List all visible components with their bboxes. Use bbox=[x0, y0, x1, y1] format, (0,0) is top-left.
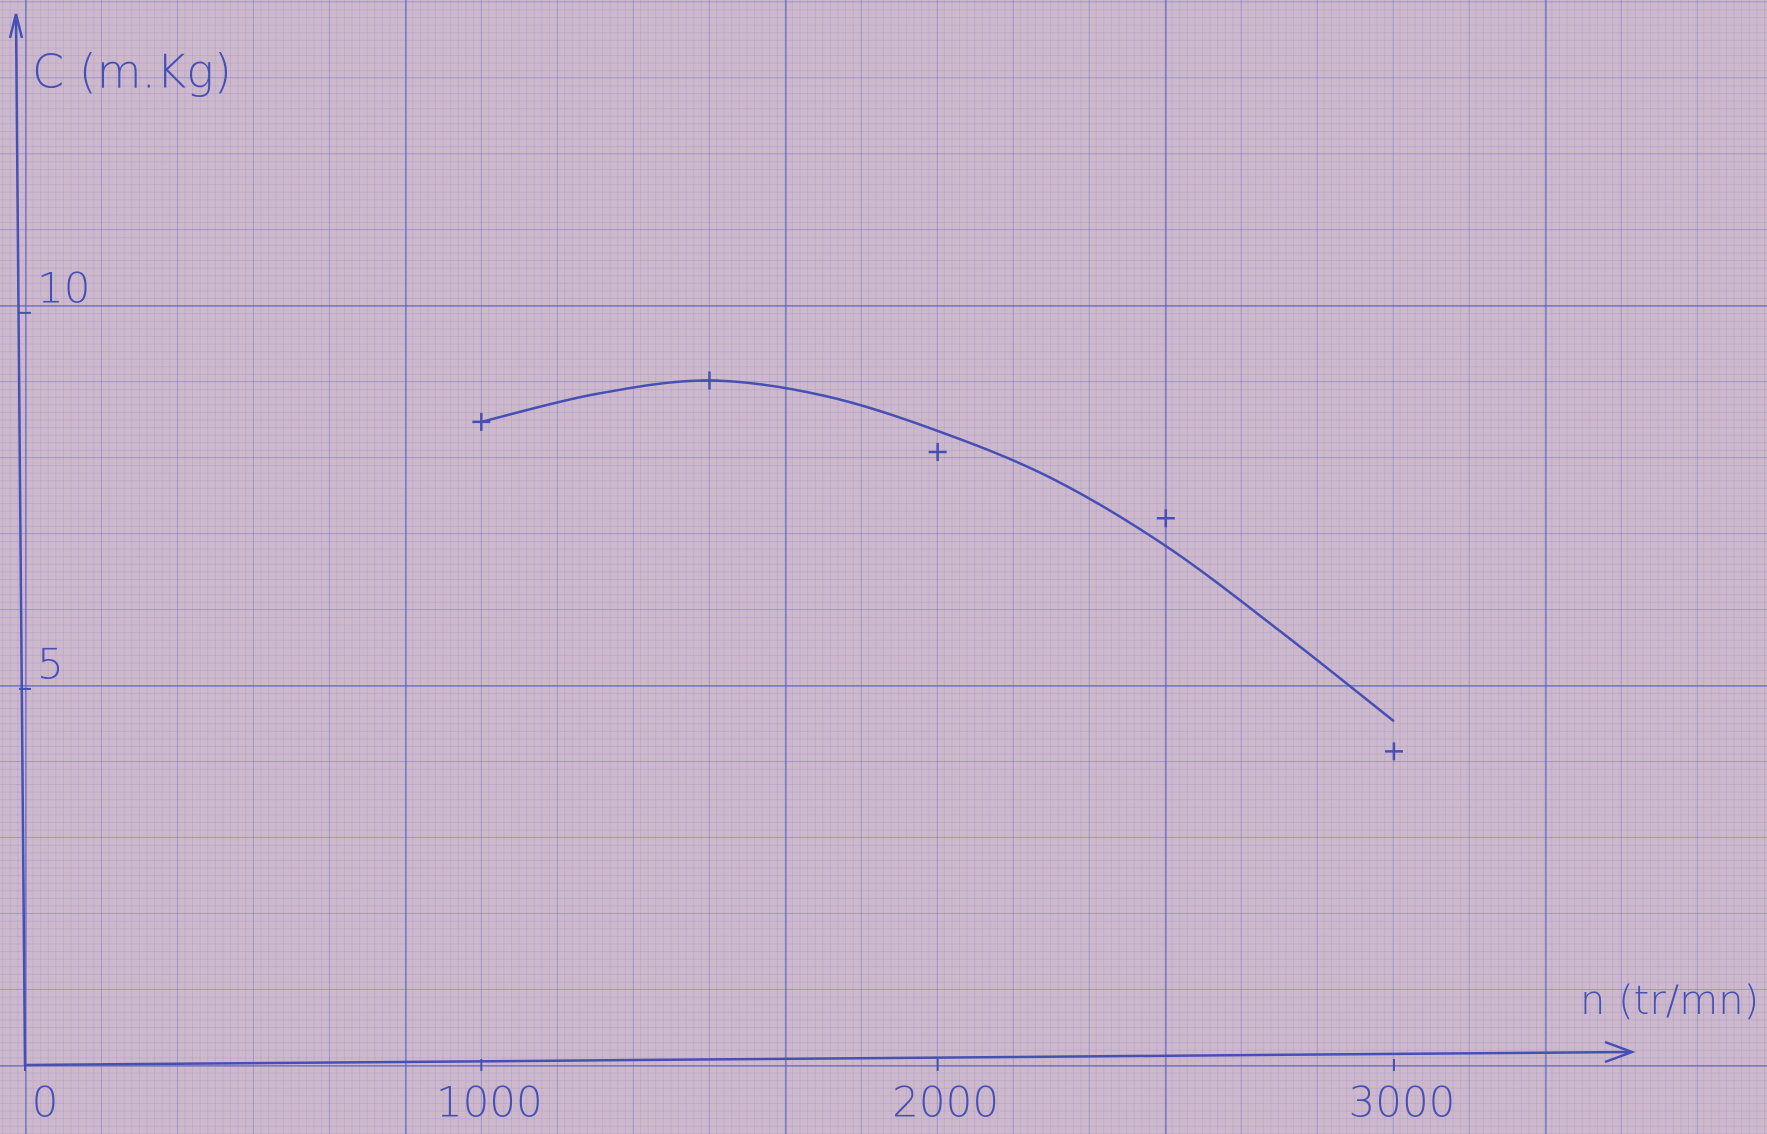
x-tick-label: 1000 bbox=[436, 1078, 543, 1127]
x-axis-label: n (tr/mn) bbox=[1580, 978, 1759, 1024]
point-marker bbox=[929, 443, 947, 461]
chart: C (m.Kg) n (tr/mn) 0 1000 2000 3000 5 10 bbox=[0, 0, 1767, 1134]
x-axis bbox=[25, 1052, 1630, 1065]
x-tick-label: 2000 bbox=[892, 1078, 999, 1127]
y-axis-label: C (m.Kg) bbox=[32, 45, 232, 99]
point-marker bbox=[1385, 742, 1403, 760]
y-tick-label: 5 bbox=[37, 639, 64, 688]
y-tick-label: 10 bbox=[37, 263, 90, 312]
x-tick-label: 3000 bbox=[1349, 1078, 1456, 1127]
page: C (m.Kg) n (tr/mn) 0100020003000510 (() … bbox=[0, 0, 1767, 1134]
point-marker bbox=[700, 372, 718, 390]
curve bbox=[481, 381, 1394, 722]
x-tick-label: 0 bbox=[32, 1078, 59, 1127]
point-marker bbox=[472, 413, 490, 431]
y-axis bbox=[16, 16, 25, 1065]
point-marker bbox=[1157, 509, 1175, 527]
